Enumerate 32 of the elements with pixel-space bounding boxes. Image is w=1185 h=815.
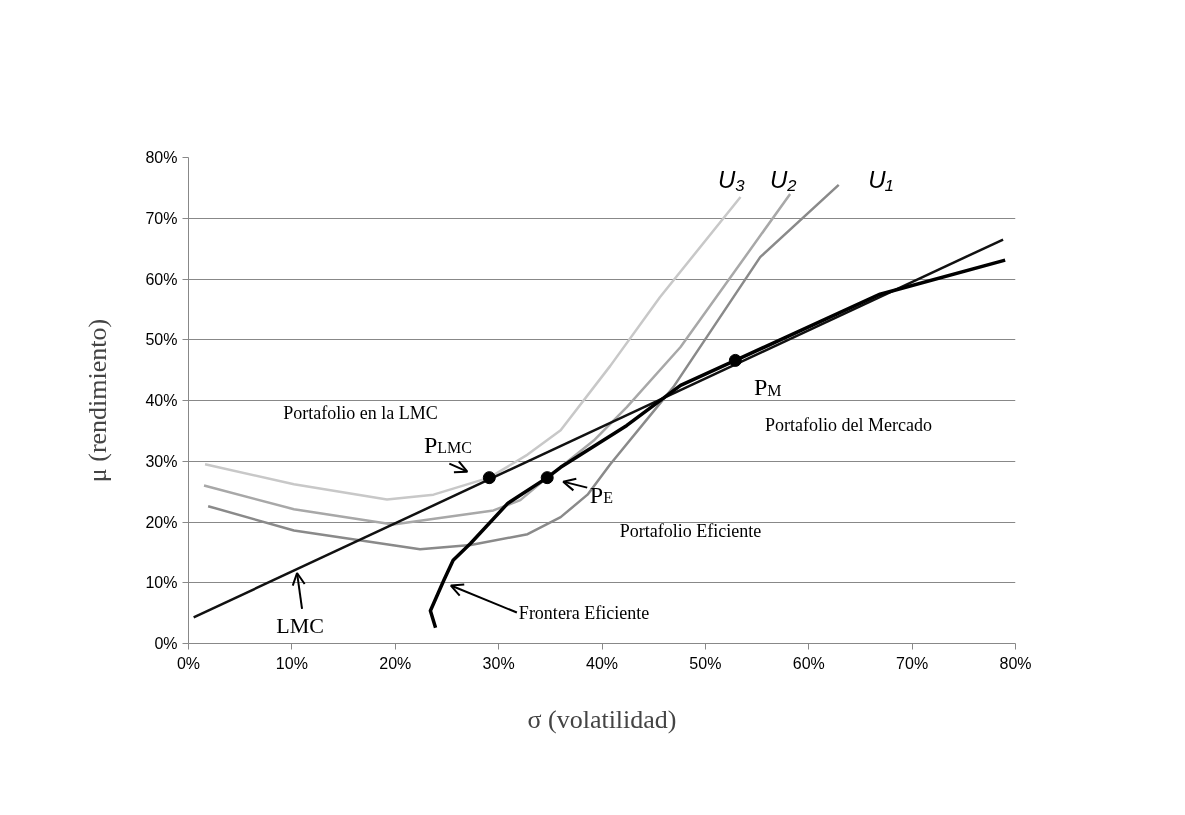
y-tick-label: 20% (145, 513, 178, 531)
y-tick-label: 10% (145, 574, 178, 592)
y-tick-label: 60% (145, 270, 178, 288)
annotation: LMC (276, 613, 324, 639)
x-tick-label: 30% (482, 654, 515, 672)
annotation: Portafolio Eficiente (619, 520, 762, 541)
annotation: PE (589, 481, 613, 508)
x-axis-title: σ (volatilidad) (527, 704, 677, 734)
annotation: U₃ (718, 166, 745, 194)
annotation: Frontera Eficiente (518, 602, 650, 623)
y-tick-label: 70% (145, 209, 178, 227)
annotation: U₁ (868, 166, 894, 194)
line-series (203, 195, 742, 501)
x-tick-label: 70% (896, 654, 929, 672)
annotation: Portafolio en la LMC (283, 402, 438, 423)
annotation: Portafolio del Mercado (765, 414, 932, 435)
x-tick-label: 60% (792, 654, 825, 672)
y-tick-label: 50% (145, 331, 178, 349)
x-tick-label: 20% (379, 654, 412, 672)
annotation: PM (754, 374, 782, 401)
annotation: U₂ (769, 166, 797, 194)
x-tick-label: 0% (176, 654, 201, 672)
y-tick-label: 30% (145, 452, 178, 470)
y-tick-label: 0% (154, 635, 178, 652)
x-tick-label: 50% (689, 654, 722, 672)
annotation: PLMC (423, 431, 472, 458)
x-tick-label: 10% (275, 654, 308, 672)
y-tick-label: 80% (145, 149, 178, 166)
x-tick-label: 40% (585, 654, 619, 672)
y-tick-label: 40% (145, 392, 178, 409)
x-tick-label: 80% (999, 654, 1032, 672)
y-axis-title: μ (rendimiento) (83, 318, 113, 483)
